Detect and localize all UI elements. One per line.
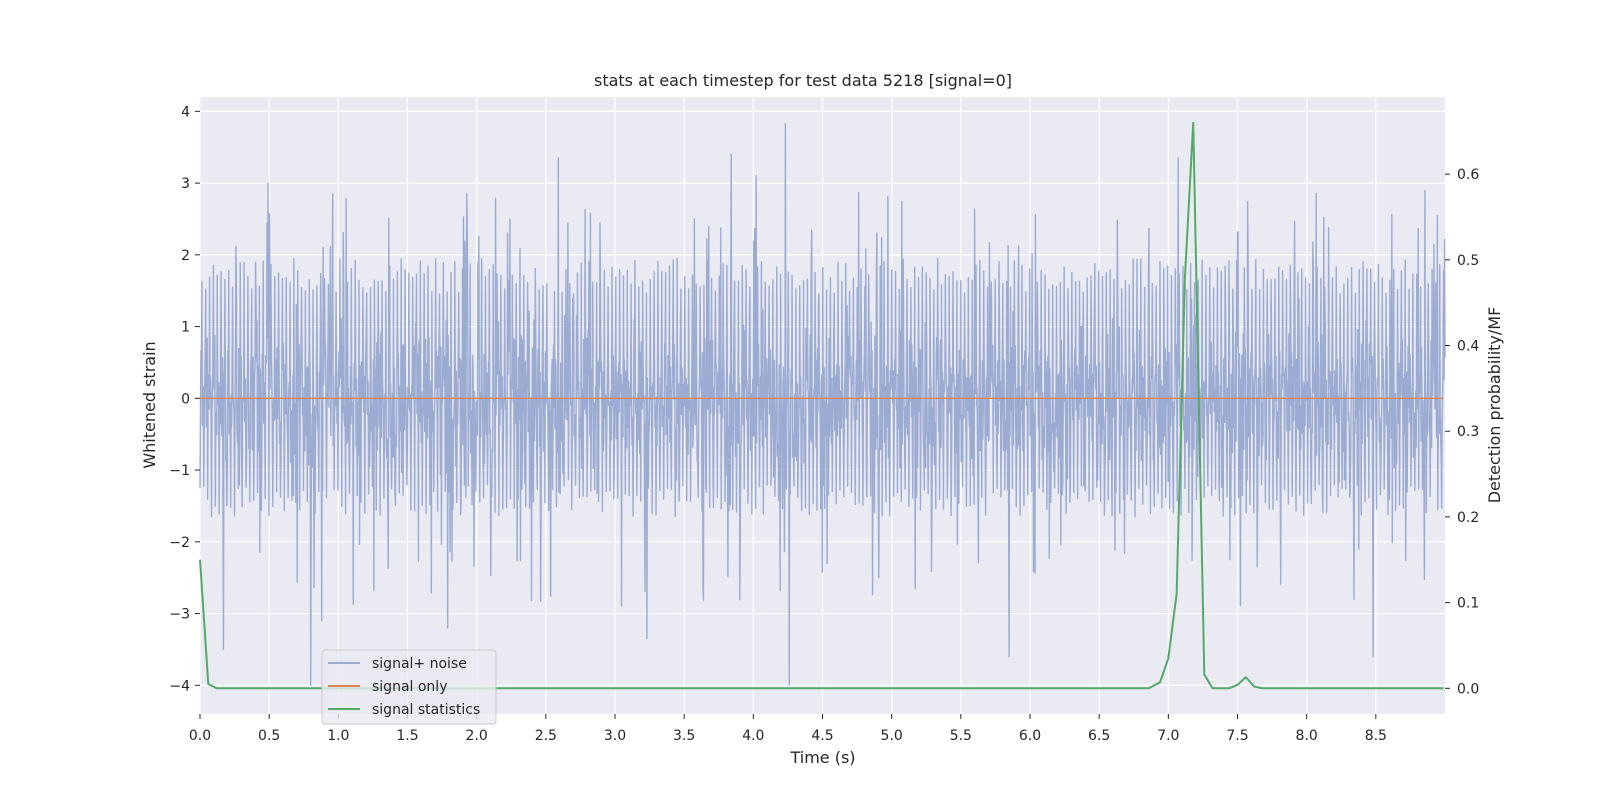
x-axis: 0.0 0.5 1.0 1.5 2.0 2.5 3.0 3.5 4.0 4.5 5.0 5.5 6.0 6… [189, 714, 1387, 744]
x-tick-label: 3.0 [604, 728, 626, 744]
x-tick-label: 7.5 [1226, 728, 1248, 744]
y-left-tick-label: 2 [181, 248, 190, 264]
y-right-tick-label: 0.4 [1457, 339, 1479, 355]
y-left-tick-label: 1 [181, 320, 190, 336]
x-tick-label: 4.5 [811, 728, 833, 744]
x-tick-label: 4.0 [742, 728, 764, 744]
y-right-tick-label: 0.3 [1457, 424, 1479, 440]
y-right-tick-label: 0.2 [1457, 510, 1479, 526]
y-right-tick-label: 0.5 [1457, 253, 1479, 269]
x-axis-label: Time (s) [789, 748, 855, 767]
y-left-tick-label: −2 [169, 535, 190, 551]
x-tick-label: 5.5 [950, 728, 972, 744]
y-right-tick-label: 0.1 [1457, 596, 1479, 612]
x-tick-label: 5.0 [881, 728, 903, 744]
noise-line [199, 122, 1446, 686]
x-tick-label: 6.5 [1088, 728, 1110, 744]
y-right-tick-label: 0.0 [1457, 681, 1479, 697]
x-tick-label: 1.0 [327, 728, 349, 744]
chart-title: stats at each timestep for test data 521… [594, 71, 1012, 90]
x-tick-label: 2.5 [535, 728, 557, 744]
legend: signal+ noise signal only signal statist… [321, 649, 497, 725]
y-left-tick-label: 4 [181, 104, 190, 120]
y-axis-left-label: Whitened strain [140, 341, 159, 468]
x-tick-label: 0.0 [189, 728, 211, 744]
legend-label-noise: signal+ noise [372, 656, 467, 672]
x-tick-label: 7.0 [1157, 728, 1179, 744]
y-left-tick-label: −1 [169, 463, 190, 479]
y-axis-right-label: Detection probability/MF [1485, 307, 1504, 504]
x-tick-label: 3.5 [673, 728, 695, 744]
y-left-tick-label: −4 [169, 678, 190, 694]
legend-label-signal: signal only [372, 679, 447, 695]
y-left-tick-label: 0 [181, 391, 190, 407]
x-tick-label: 2.0 [466, 728, 488, 744]
noise-series [199, 122, 1446, 686]
x-tick-label: 6.0 [1019, 728, 1041, 744]
x-tick-label: 8.5 [1365, 728, 1387, 744]
legend-box [321, 649, 497, 725]
x-tick-label: 1.5 [396, 728, 418, 744]
y-right-tick-label: 0.6 [1457, 167, 1479, 183]
x-tick-label: 0.5 [258, 728, 280, 744]
y-axis-left: 4 3 2 1 0 −1 −2 −3 −4 [169, 104, 200, 694]
legend-label-statistics: signal statistics [372, 702, 480, 718]
y-left-tick-label: −3 [169, 607, 190, 623]
y-axis-right: 0.6 0.5 0.4 0.3 0.2 0.1 0.0 [1445, 167, 1479, 697]
y-left-tick-label: 3 [181, 176, 190, 192]
x-tick-label: 8.0 [1296, 728, 1318, 744]
